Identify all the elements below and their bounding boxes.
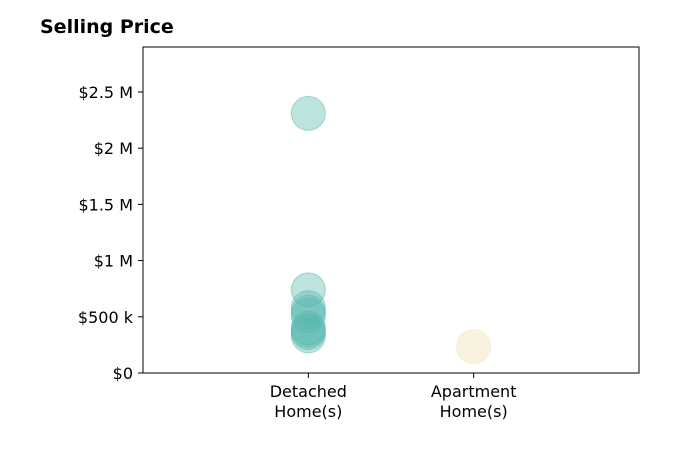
data-point bbox=[456, 329, 492, 365]
x-tick-label: Detached Home(s) bbox=[270, 382, 347, 421]
x-tick-label: Apartment Home(s) bbox=[431, 382, 517, 421]
y-tick-label: $0 bbox=[113, 364, 133, 383]
plot-frame bbox=[142, 46, 640, 374]
chart-title: Selling Price bbox=[40, 16, 174, 38]
y-tick-label: $2 M bbox=[94, 139, 133, 158]
data-point bbox=[290, 290, 326, 326]
y-tick-label: $500 k bbox=[78, 308, 134, 327]
y-tick-label: $1 M bbox=[94, 252, 133, 271]
data-point bbox=[290, 318, 326, 354]
data-point bbox=[290, 95, 326, 131]
y-tick-label: $2.5 M bbox=[78, 83, 133, 102]
data-point bbox=[290, 272, 326, 308]
y-tick-label: $1.5 M bbox=[78, 195, 133, 214]
